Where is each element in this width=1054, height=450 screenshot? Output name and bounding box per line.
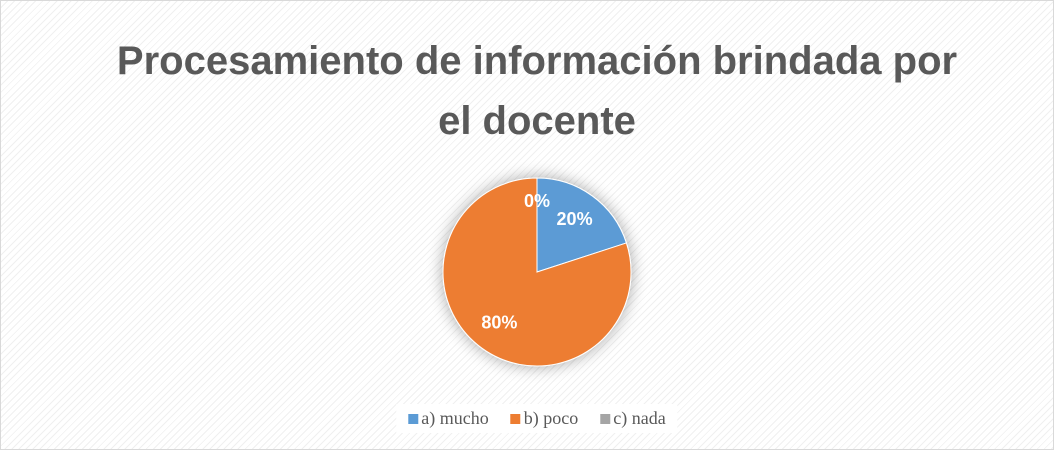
chart-title: Procesamiento de información brindada po… [116,39,958,143]
pie-slice [536,177,628,273]
data-labels: 20% 80% 0% [481,191,592,332]
legend-label: c) nada [613,408,666,428]
data-label: 20% [557,209,593,229]
legend-swatch [510,413,521,424]
pie [442,177,632,367]
data-label: 0% [524,191,550,211]
legend-swatch [600,413,611,424]
legend-label: b) poco [523,408,579,428]
legend-label: a) mucho [421,408,489,428]
legend-item: b) poco [510,408,579,429]
legend-item: a) mucho [408,408,489,429]
data-label: 80% [481,312,517,332]
legend-swatch [408,413,419,424]
legend: a) mucho b) poco c) nada [396,404,678,433]
legend-item: c) nada [600,408,666,429]
